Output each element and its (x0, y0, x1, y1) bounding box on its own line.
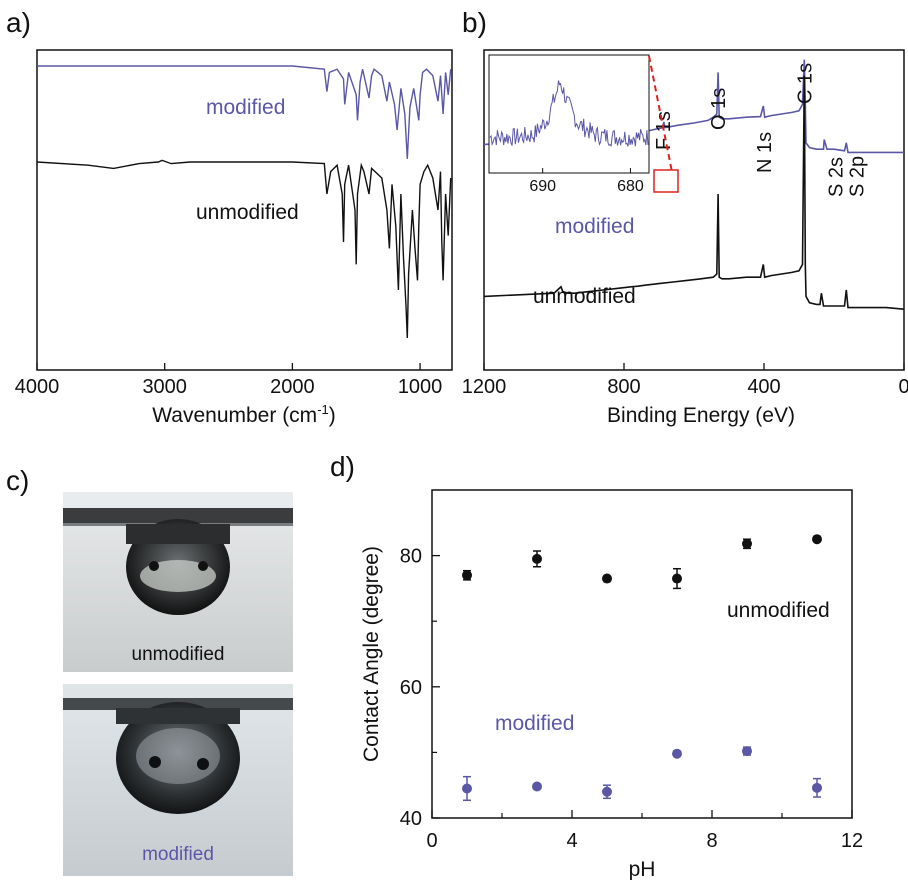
panel-d-point-modified (812, 782, 822, 793)
panel-a-label-unmodified: unmodified (196, 201, 299, 224)
panel-b-series-unmodified (483, 75, 905, 310)
panel-d-point-modified (462, 783, 472, 794)
panel-a-label-modified: modified (206, 96, 285, 119)
panel-b-peak-label: S 2s (826, 157, 848, 197)
panel-b-plot-frame (483, 49, 905, 371)
panel-d-point-modified (602, 786, 612, 797)
panel-a-xtick-label: 2000 (270, 376, 315, 398)
panel-b-peak-label: N 1s (754, 132, 776, 173)
panel-b-xtick-label: 800 (607, 376, 640, 398)
panel-d-point-unmodified (602, 573, 612, 584)
photo-label-unmodified: unmodified (131, 644, 225, 665)
photo-modified: modified (63, 684, 293, 876)
panel-a-series-modified (37, 65, 452, 159)
panel-b-label-modified: modified (555, 215, 634, 238)
panel-b-peak-label: C 1s (794, 63, 816, 104)
panel-d-chart: 0 4 8 12 40 60 80 unmodified modified pH Conta… (360, 489, 863, 880)
panel-d-ytick-label: 60 (400, 677, 422, 699)
panel-d-point-modified (672, 748, 682, 759)
panel-d-ytick-label: 80 (400, 546, 422, 568)
panel-d-point-modified (742, 746, 752, 757)
panel-d-ytick-label: 40 (400, 808, 422, 830)
panel-b-inset-xtick-label: 690 (529, 178, 556, 195)
panel-b-xtick-label: 0 (898, 376, 908, 398)
panel-d-label-unmodified: unmodified (727, 599, 830, 622)
panel-b-inset-xtick-label: 680 (617, 178, 644, 195)
panel-d-plot-frame (431, 489, 853, 819)
panel-a-plot-frame (36, 49, 453, 371)
panel-d-xtick-label: 0 (426, 830, 437, 852)
panel-d-point-unmodified (462, 570, 472, 581)
panel-a-chart: modified unmodified 4000 3000 2000 1000 Wav… (15, 49, 453, 427)
panel-c-letter: c) (6, 465, 29, 496)
droplet-image-unmodified (63, 492, 293, 672)
panel-b-peak-label: S 2p (846, 156, 868, 197)
panel-d-label-modified: modified (495, 712, 574, 735)
panel-a-xtick-label: 3000 (142, 376, 187, 398)
panel-d-xtick-label: 8 (706, 830, 717, 852)
panel-d-ylabel: Contact Angle (degree) (360, 546, 383, 762)
panel-d-point-modified (532, 781, 542, 792)
panel-b-letter: b) (462, 7, 487, 38)
panel-b-chart: F 1s O 1s N 1s C 1s S 2sS 2p modified unmodi… (462, 49, 908, 427)
panel-d-xtick-label: 12 (841, 830, 863, 852)
panel-b-inset: 690 680 (488, 54, 679, 195)
panel-b-peak-label: F 1s (653, 111, 675, 150)
panel-d-letter: d) (330, 451, 355, 482)
panel-b-xtick-label: 400 (747, 376, 780, 398)
panel-b-inset-frame (488, 54, 650, 174)
panel-b-xtick-label: 1200 (462, 376, 507, 398)
panel-a-xlabel-main: Wavenumber (cm-1) (152, 402, 336, 427)
panel-a-series-unmodified (36, 159, 452, 339)
panel-a-xtick-label: 1000 (398, 376, 443, 398)
panel-d-point-unmodified (532, 553, 542, 564)
panel-d-xlabel: pH (629, 858, 656, 880)
panel-a-xtick-label: 4000 (15, 376, 60, 398)
panel-b-xlabel: Binding Energy (eV) (607, 404, 795, 427)
panel-d-point-unmodified (812, 534, 822, 545)
photo-label-modified: modified (142, 844, 214, 865)
panel-b-inset-series (489, 80, 649, 148)
panel-d-point-unmodified (742, 538, 752, 549)
panel-b-peak-label: O 1s (708, 88, 730, 130)
panel-a-letter: a) (6, 7, 31, 38)
panel-b-inset-highlight-box (653, 169, 679, 193)
panel-d-xtick-label: 4 (566, 830, 577, 852)
droplet-image-modified (63, 684, 293, 876)
panel-b-label-unmodified: unmodified (533, 285, 636, 308)
panel-d-point-unmodified (672, 573, 682, 584)
photo-unmodified: unmodified (63, 492, 293, 672)
